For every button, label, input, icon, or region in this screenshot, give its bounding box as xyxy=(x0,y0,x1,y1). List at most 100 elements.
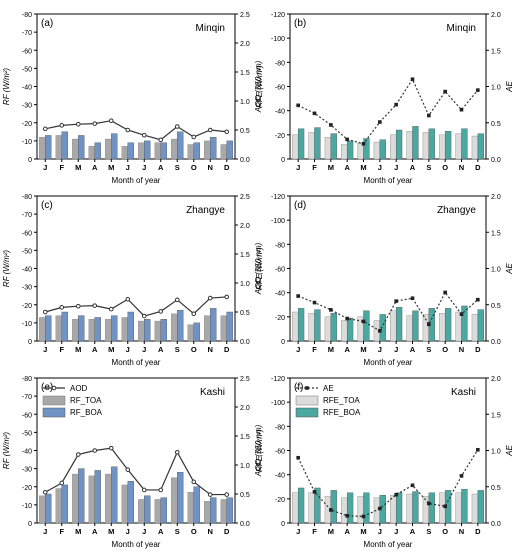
bar-rf-boa xyxy=(177,131,184,160)
bar-rf-boa xyxy=(160,497,167,524)
bar-rfe-boa xyxy=(297,487,305,524)
bar-rf-toa xyxy=(204,315,211,342)
bar-rfe-boa xyxy=(477,133,484,160)
bar-rf-boa xyxy=(111,133,118,160)
x-axis-label: Month of year xyxy=(112,358,161,367)
x-tick-label: M xyxy=(360,527,366,536)
y2-tick-label: 0.0 xyxy=(240,339,250,346)
x-tick-label: J xyxy=(296,345,300,354)
x-tick-label: O xyxy=(442,163,448,172)
point-ae xyxy=(345,137,349,142)
y-tick-label: 0 xyxy=(28,339,32,346)
y2-tick-label: 2.0 xyxy=(240,41,250,48)
bar-rfe-boa xyxy=(395,129,403,160)
bar-rf-boa xyxy=(94,470,101,524)
x-tick-label: F xyxy=(312,527,317,536)
y2-axis-label: AE xyxy=(505,263,514,275)
bar-rfe-boa xyxy=(428,492,435,524)
point-aod xyxy=(174,297,180,303)
bar-rfe-boa xyxy=(477,490,484,524)
y-axis-label: RF (W/m²) xyxy=(2,250,11,288)
x-tick-label: M xyxy=(360,163,366,172)
y-tick-label: -50 xyxy=(22,430,32,437)
point-ae xyxy=(427,501,431,506)
x-tick-label: F xyxy=(59,345,64,354)
x-tick-label: J xyxy=(126,527,130,536)
legend-toa-label: RFE_TOA xyxy=(323,396,360,405)
bar-rfe-boa xyxy=(461,305,468,342)
bar-rf-boa xyxy=(226,311,233,342)
point-ae xyxy=(459,474,464,478)
point-aod xyxy=(141,132,147,138)
x-tick-label: J xyxy=(142,345,146,354)
point-aod xyxy=(191,311,197,317)
bar-rfe-toa xyxy=(471,493,479,524)
point-ae xyxy=(361,514,366,519)
point-aod xyxy=(59,123,65,128)
y-tick-label: -80 xyxy=(275,242,285,249)
point-aod xyxy=(224,294,230,300)
y-tick-label: -30 xyxy=(22,285,32,292)
bar-rf-toa xyxy=(55,135,62,160)
bar-rf-boa xyxy=(226,140,233,160)
bar-rfe-toa xyxy=(406,315,413,342)
legend-line-label: AE xyxy=(323,384,334,393)
x-axis-label: Month of year xyxy=(112,540,161,549)
y2-tick-label: 1.0 xyxy=(240,281,250,288)
bar-rf-toa xyxy=(39,137,46,160)
legend-toa-label: RF_TOA xyxy=(70,396,102,405)
bar-rf-boa xyxy=(177,472,184,524)
bar-rfe-toa xyxy=(390,134,397,160)
bar-rf-toa xyxy=(105,138,112,160)
x-tick-label: S xyxy=(175,163,180,172)
x-tick-label: A xyxy=(158,345,164,354)
bar-rfe-toa xyxy=(422,496,430,524)
legend-right: AE RFE_TOA RFE_BOA xyxy=(295,384,361,418)
site-name: Minqin xyxy=(196,23,225,34)
point-ae xyxy=(410,483,415,488)
point-aod xyxy=(42,126,48,132)
point-ae xyxy=(361,319,366,324)
y-tick-label: -80 xyxy=(22,12,32,19)
point-ae xyxy=(312,111,317,116)
y-axis-label: RFE (W/m²) xyxy=(255,247,264,290)
y-tick-label: -80 xyxy=(275,424,285,431)
x-axis-label: Month of year xyxy=(364,176,413,185)
x-tick-label: M xyxy=(75,527,81,536)
bar-rf-toa xyxy=(187,324,194,342)
bar-rf-toa xyxy=(220,315,227,342)
bar-rf-boa xyxy=(127,311,134,342)
bar-rfe-boa xyxy=(346,492,354,524)
y-tick-label: -80 xyxy=(22,194,32,201)
point-aod xyxy=(191,134,197,140)
panel-label: (d) xyxy=(294,200,306,211)
bar-rfe-toa xyxy=(406,493,413,524)
y-tick-label: -100 xyxy=(271,400,285,407)
x-tick-label: M xyxy=(360,345,366,354)
point-ae xyxy=(312,300,317,305)
bar-rf-boa xyxy=(177,309,184,342)
point-ae xyxy=(296,103,300,108)
bar-rf-toa xyxy=(138,499,145,524)
x-tick-label: N xyxy=(208,527,213,536)
y2-tick-label: 0.5 xyxy=(491,121,501,128)
y2-tick-label: 1.5 xyxy=(240,70,250,77)
legend-boa-label: RF_BOA xyxy=(70,408,103,417)
point-ae xyxy=(378,120,382,124)
site-name: Zhangye xyxy=(437,205,476,216)
y-tick-label: -120 xyxy=(271,194,285,201)
x-tick-label: O xyxy=(191,163,197,172)
y-tick-label: 0 xyxy=(28,521,32,528)
point-ae xyxy=(329,508,333,512)
x-tick-label: F xyxy=(59,527,64,536)
bar-rf-boa xyxy=(226,497,233,524)
bar-rfe-toa xyxy=(422,314,430,342)
y2-tick-label: 1.0 xyxy=(491,267,501,274)
bar-rfe-toa xyxy=(308,313,315,342)
point-aod xyxy=(59,305,65,310)
x-tick-label: J xyxy=(378,345,382,354)
x-tick-label: M xyxy=(328,345,334,354)
legend-toa-swatch xyxy=(42,395,66,406)
bar-rfe-toa xyxy=(422,132,430,160)
x-tick-label: J xyxy=(142,163,146,172)
